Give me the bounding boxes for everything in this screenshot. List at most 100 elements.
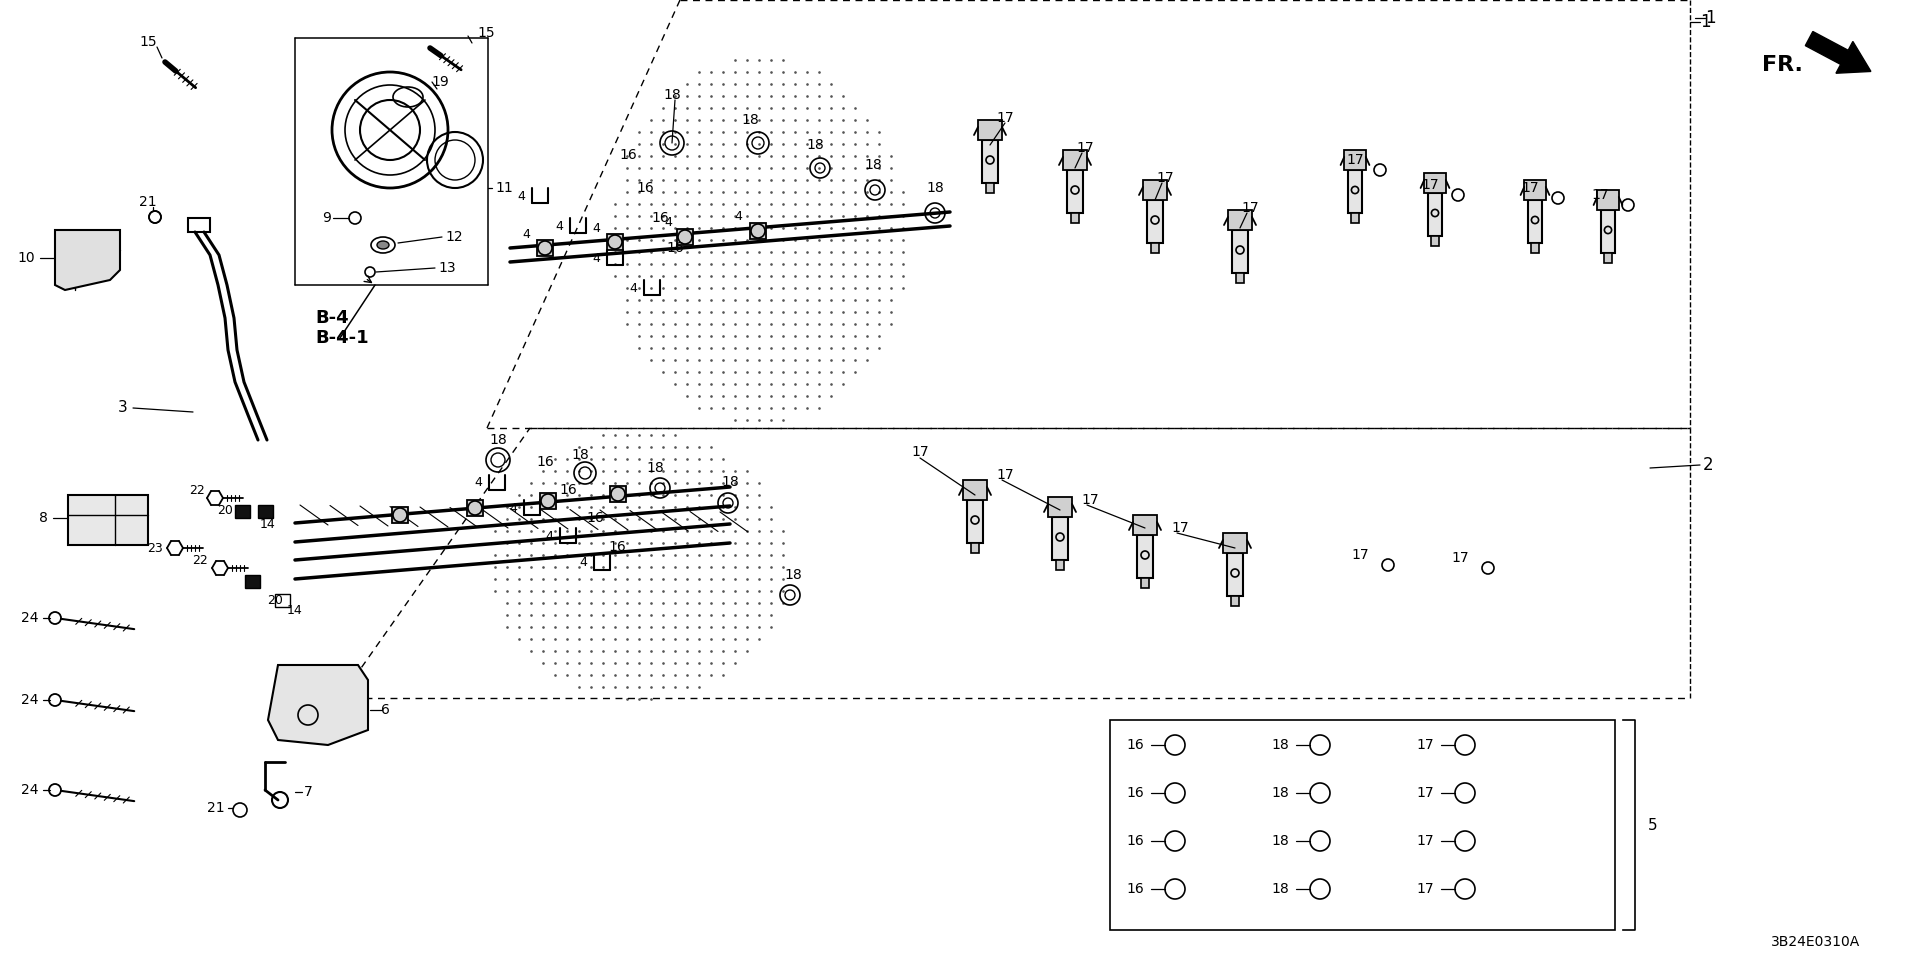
Bar: [1052, 517, 1068, 560]
Text: 18: 18: [1271, 882, 1288, 896]
Bar: [234, 505, 250, 518]
Text: 18: 18: [741, 113, 758, 127]
Bar: [1231, 596, 1238, 606]
Bar: [964, 480, 987, 500]
Bar: [987, 183, 995, 193]
Bar: [246, 575, 259, 588]
Text: 18: 18: [662, 88, 682, 102]
Bar: [1142, 180, 1167, 200]
Bar: [67, 495, 148, 545]
Text: 4: 4: [516, 189, 524, 203]
Text: 16: 16: [609, 540, 626, 554]
Text: 18: 18: [722, 475, 739, 489]
Bar: [678, 229, 693, 245]
Bar: [1137, 535, 1154, 578]
Bar: [1597, 190, 1619, 210]
Bar: [392, 507, 407, 523]
Text: 14: 14: [288, 604, 303, 616]
Bar: [1227, 553, 1242, 596]
Bar: [1601, 210, 1615, 253]
Text: 20: 20: [217, 505, 232, 517]
Text: 11: 11: [495, 181, 513, 195]
Text: 2: 2: [1703, 456, 1713, 474]
Bar: [275, 594, 290, 607]
Text: 17: 17: [1417, 834, 1434, 848]
Bar: [611, 486, 626, 502]
Text: 15: 15: [476, 26, 495, 40]
Bar: [1432, 236, 1438, 246]
Bar: [1233, 230, 1248, 273]
Bar: [1428, 193, 1442, 236]
Text: 16: 16: [651, 211, 668, 225]
Bar: [1110, 720, 1615, 930]
Bar: [1229, 210, 1252, 230]
Bar: [1348, 170, 1361, 213]
Bar: [257, 505, 273, 518]
Text: 21: 21: [207, 801, 225, 815]
Bar: [1528, 200, 1542, 243]
Bar: [1532, 243, 1538, 253]
Text: 4: 4: [522, 228, 530, 242]
Text: 17: 17: [1346, 153, 1363, 167]
Bar: [977, 120, 1002, 140]
Text: 16: 16: [586, 511, 605, 525]
Text: 6: 6: [380, 703, 390, 717]
Text: 18: 18: [806, 138, 824, 152]
Bar: [467, 500, 484, 516]
Bar: [968, 500, 983, 543]
Text: 5: 5: [1647, 818, 1657, 832]
Bar: [1056, 560, 1064, 570]
Bar: [751, 223, 766, 239]
Text: 4: 4: [591, 252, 599, 265]
Bar: [981, 140, 998, 183]
Text: 24: 24: [21, 783, 38, 797]
Text: 19: 19: [432, 75, 449, 89]
Text: 17: 17: [1592, 188, 1609, 202]
Text: 18: 18: [1271, 786, 1288, 800]
Text: 23: 23: [148, 541, 163, 555]
Bar: [1068, 170, 1083, 213]
Polygon shape: [1805, 32, 1870, 73]
Text: 4: 4: [630, 281, 637, 295]
Text: 12: 12: [445, 230, 463, 244]
Bar: [540, 493, 557, 509]
Text: 24: 24: [21, 693, 38, 707]
Bar: [1071, 213, 1079, 223]
Polygon shape: [269, 665, 369, 745]
Text: 4: 4: [509, 501, 516, 515]
Text: 18: 18: [783, 568, 803, 582]
Text: FR.: FR.: [1763, 55, 1803, 75]
Text: 16: 16: [636, 181, 655, 195]
Text: 10: 10: [17, 251, 35, 265]
Text: 18: 18: [570, 448, 589, 462]
Bar: [188, 218, 209, 232]
Text: 3B24E0310A: 3B24E0310A: [1770, 935, 1860, 949]
Text: 18: 18: [490, 433, 507, 447]
Text: 16: 16: [1127, 834, 1144, 848]
Bar: [1048, 497, 1071, 517]
Text: 18: 18: [647, 461, 664, 475]
Text: 17: 17: [1521, 181, 1538, 195]
Text: 17: 17: [912, 445, 929, 459]
Text: 17: 17: [1421, 178, 1438, 192]
Text: 17: 17: [1417, 882, 1434, 896]
Text: 1: 1: [1699, 13, 1711, 31]
Text: 16: 16: [618, 148, 637, 162]
Text: 17: 17: [1452, 551, 1469, 565]
Text: 9: 9: [323, 211, 332, 225]
Bar: [972, 543, 979, 553]
Text: 18: 18: [925, 181, 945, 195]
Text: 22: 22: [192, 554, 207, 566]
Text: 14: 14: [259, 518, 276, 532]
Bar: [1425, 173, 1446, 193]
Text: 17: 17: [1156, 171, 1173, 185]
Text: 18: 18: [1271, 834, 1288, 848]
Ellipse shape: [376, 241, 390, 249]
Text: 16: 16: [559, 483, 576, 497]
Bar: [1223, 533, 1246, 553]
Text: 17: 17: [1077, 141, 1094, 155]
Text: 4: 4: [591, 222, 599, 234]
Text: 18: 18: [864, 158, 881, 172]
Text: 3: 3: [119, 400, 129, 416]
Text: 16: 16: [1127, 738, 1144, 752]
